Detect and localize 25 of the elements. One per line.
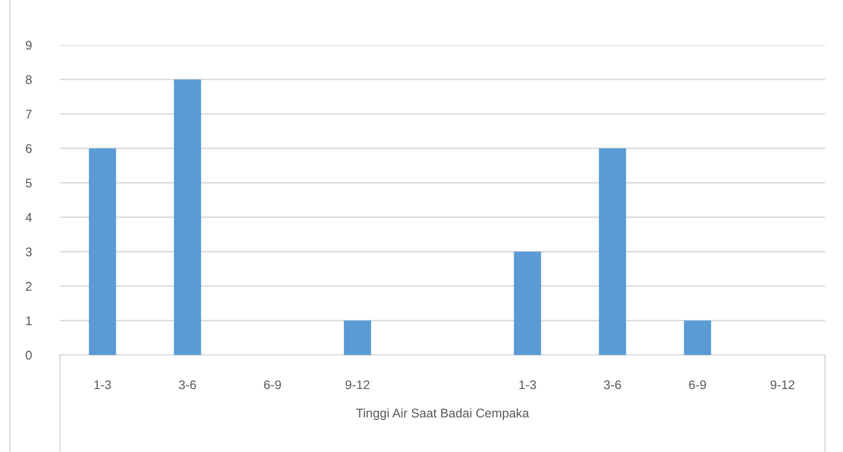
x-axis-title: Tinggi Air Saat Badai Cempaka	[356, 408, 530, 420]
y-tick-label: 0	[26, 350, 32, 360]
bar	[514, 252, 542, 355]
y-tick-label: 8	[26, 75, 32, 84]
y-tick-label: 7	[26, 110, 32, 118]
y-tick-label: 5	[26, 178, 32, 188]
x-tick-label: 3-6	[178, 380, 196, 390]
y-tick-label: 3	[26, 247, 32, 256]
x-tick-label: 3-6	[604, 380, 621, 390]
bar	[344, 320, 372, 355]
y-tick-label: 1	[26, 316, 32, 326]
y-tick-label: 2	[26, 282, 32, 291]
bar	[174, 79, 202, 355]
x-tick-label: 9-12	[770, 380, 794, 390]
x-tick-label: 1-3	[519, 380, 536, 390]
x-tick-label: 6-9	[689, 380, 706, 390]
x-tick-label: 9-12	[346, 380, 370, 390]
bar	[684, 320, 712, 355]
y-tick-label: 4	[26, 213, 32, 222]
bar	[88, 148, 116, 355]
x-tick-label: 6-9	[264, 380, 281, 390]
y-tick-label: 6	[26, 144, 32, 153]
bar	[598, 148, 626, 355]
x-tick-label: 1-3	[94, 380, 111, 390]
y-tick-label: 9	[26, 40, 32, 50]
